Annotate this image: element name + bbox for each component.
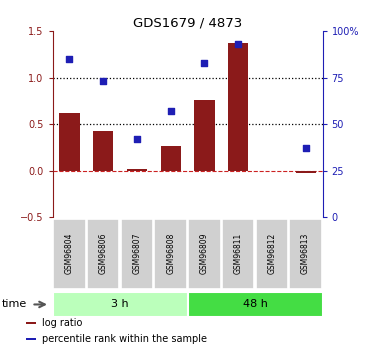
Point xyxy=(134,136,140,142)
Bar xyxy=(188,292,322,317)
Bar xyxy=(296,171,316,172)
Text: GSM96807: GSM96807 xyxy=(132,233,141,274)
Text: 3 h: 3 h xyxy=(111,299,129,309)
Title: GDS1679 / 4873: GDS1679 / 4873 xyxy=(133,17,242,30)
Text: GSM96813: GSM96813 xyxy=(301,233,310,274)
Point xyxy=(168,108,174,114)
Bar xyxy=(26,338,36,340)
Bar xyxy=(160,146,181,171)
Text: GSM96806: GSM96806 xyxy=(99,233,108,274)
Bar xyxy=(93,131,113,171)
Bar xyxy=(87,219,119,289)
Point xyxy=(235,41,241,47)
Bar xyxy=(59,113,80,171)
Text: GSM96808: GSM96808 xyxy=(166,233,175,274)
Bar xyxy=(26,322,36,324)
Bar xyxy=(154,219,187,289)
Point xyxy=(303,146,309,151)
Bar xyxy=(53,219,86,289)
Point xyxy=(201,60,207,66)
Bar xyxy=(53,292,188,317)
Bar xyxy=(256,219,288,289)
Bar xyxy=(121,219,153,289)
Text: percentile rank within the sample: percentile rank within the sample xyxy=(42,334,207,344)
Text: time: time xyxy=(2,299,27,309)
Text: GSM96812: GSM96812 xyxy=(267,233,276,274)
Text: GSM96811: GSM96811 xyxy=(234,233,243,274)
Bar xyxy=(194,100,214,171)
Bar xyxy=(222,219,254,289)
Bar xyxy=(228,43,248,171)
Text: log ratio: log ratio xyxy=(42,318,83,328)
Text: GSM96809: GSM96809 xyxy=(200,233,209,274)
Bar xyxy=(290,219,322,289)
Point xyxy=(66,56,72,62)
Bar xyxy=(127,169,147,171)
Text: GSM96804: GSM96804 xyxy=(65,233,74,274)
Bar xyxy=(188,219,220,289)
Text: 48 h: 48 h xyxy=(243,299,267,309)
Point xyxy=(100,79,106,84)
